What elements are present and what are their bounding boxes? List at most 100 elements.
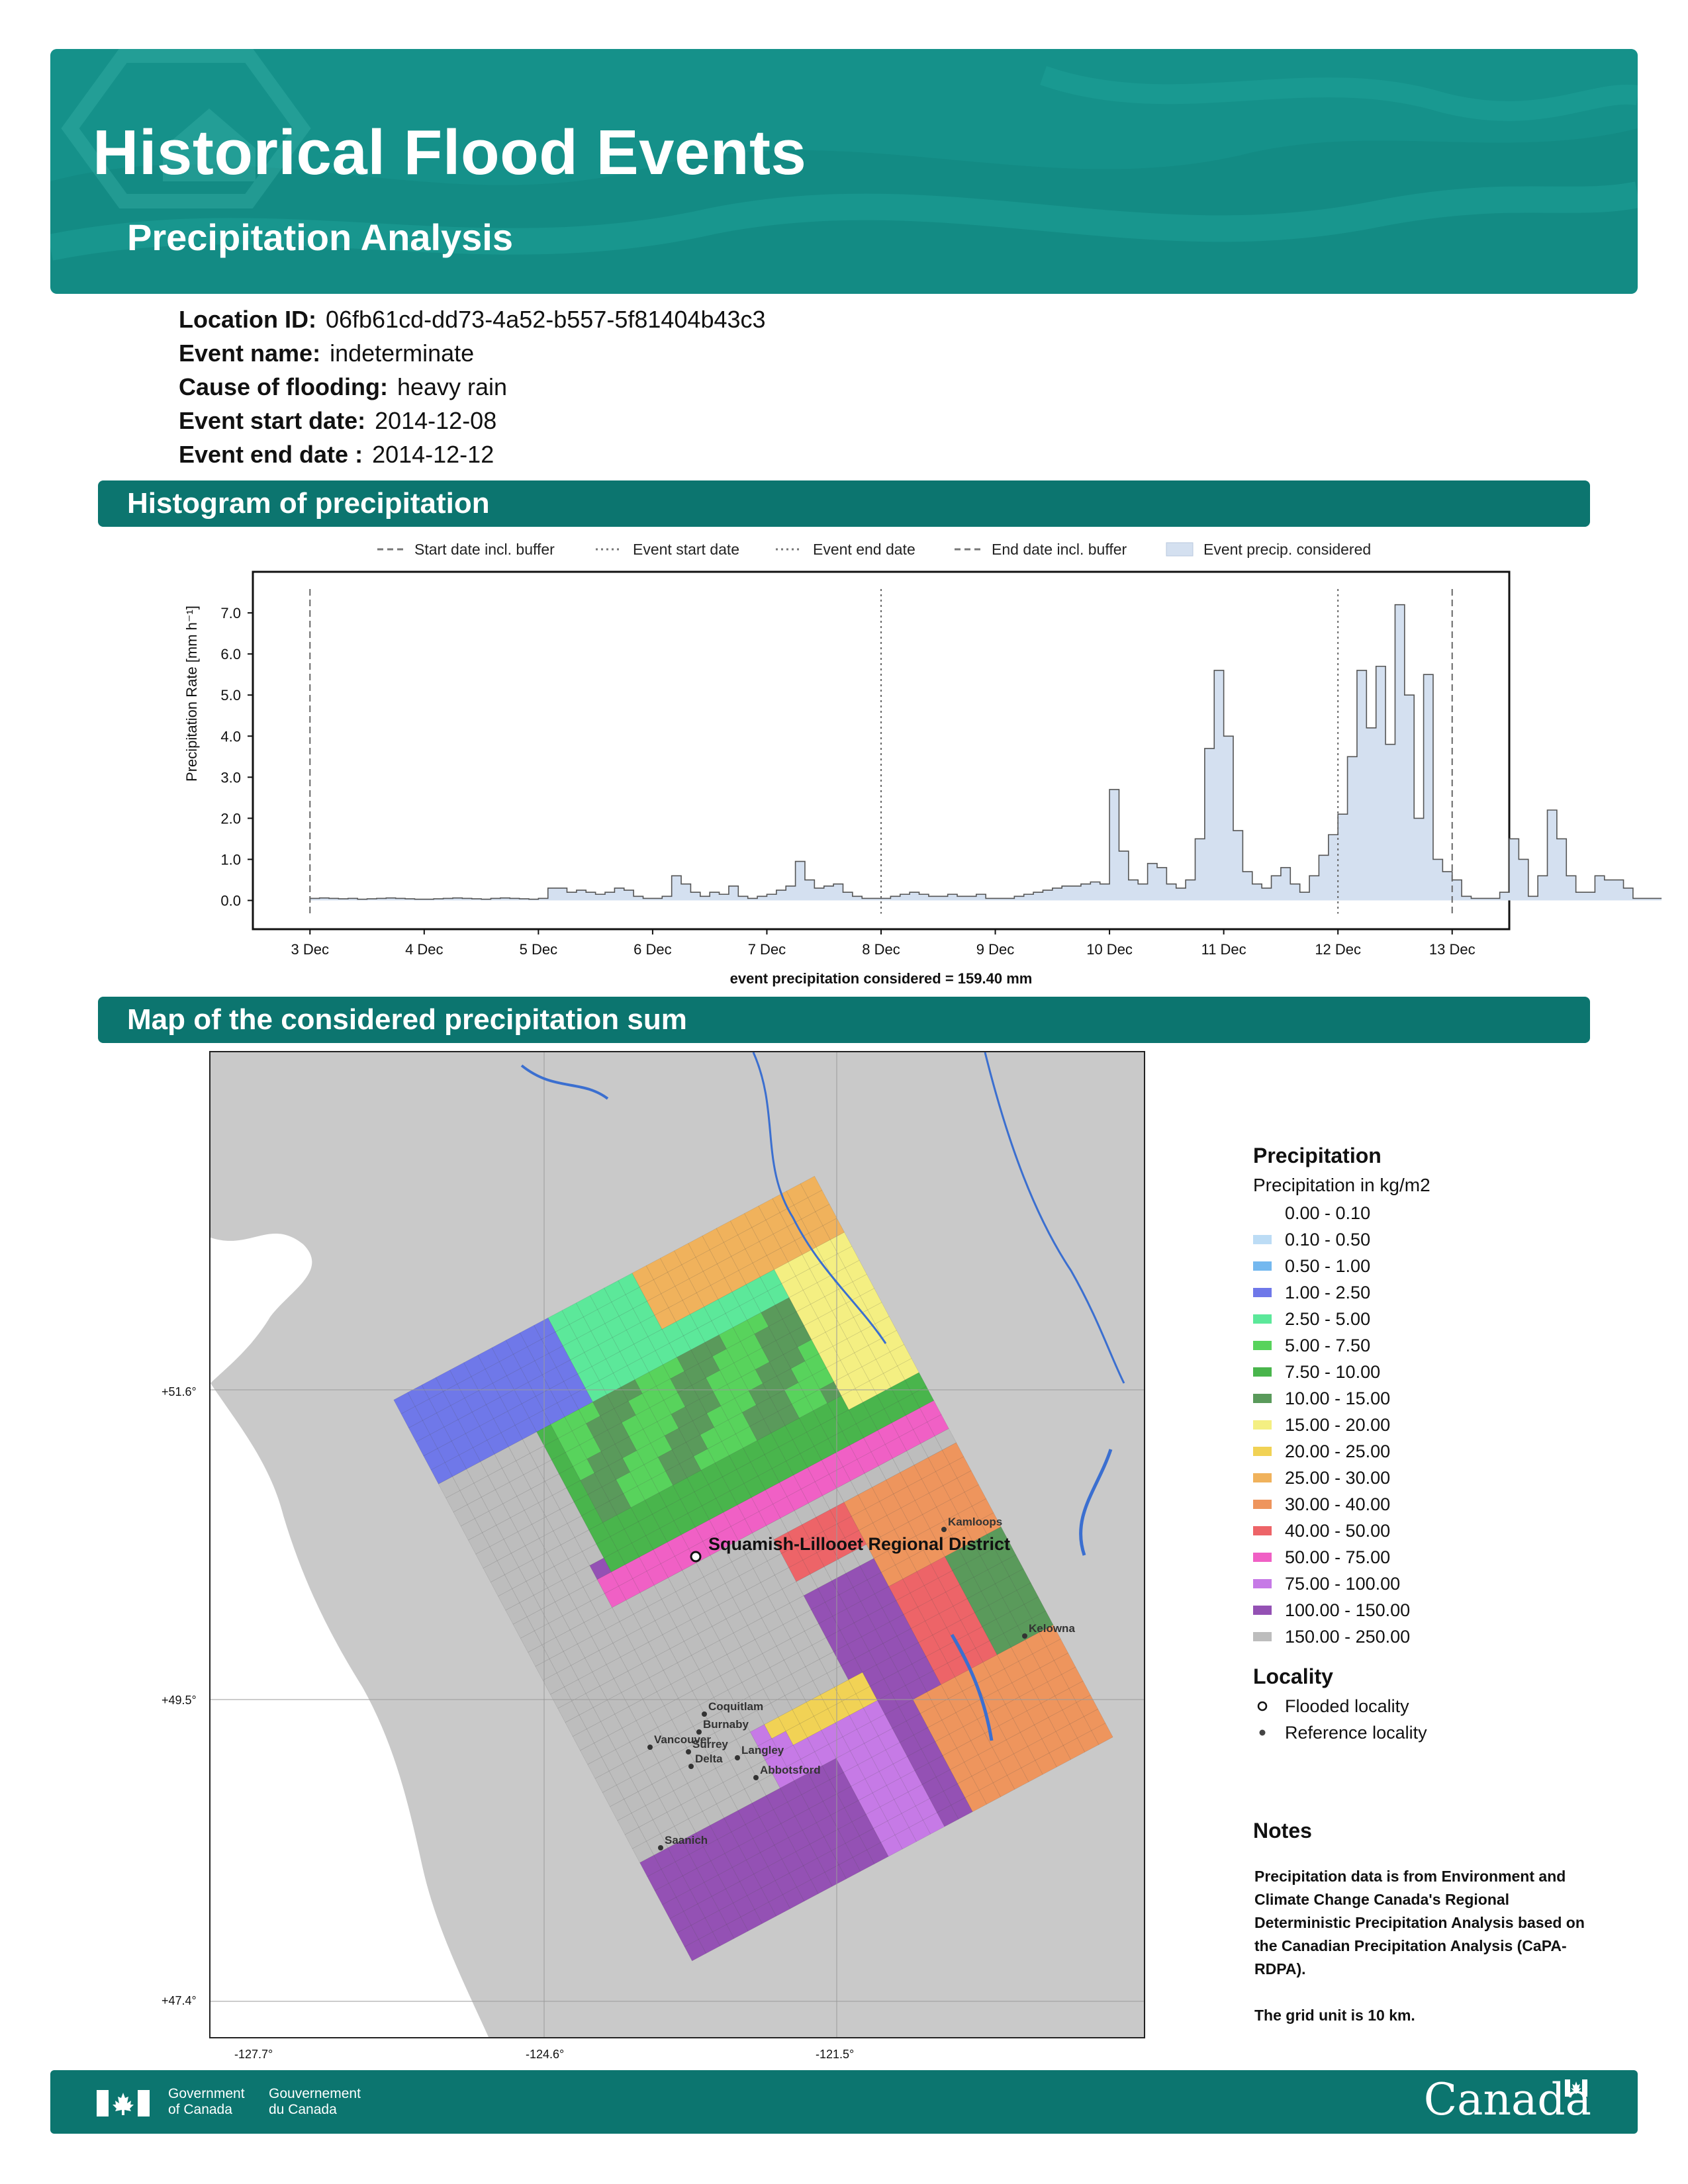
legend-label: End date incl. buffer — [992, 541, 1127, 558]
reference-locality-icon — [702, 1711, 707, 1717]
river-north — [752, 1052, 887, 1344]
reference-locality-marker[interactable]: Surrey — [686, 1738, 728, 1754]
legend-label: 75.00 - 100.00 — [1285, 1573, 1401, 1594]
legend-swatch — [1253, 1367, 1272, 1377]
legend-label: 20.00 - 25.00 — [1285, 1441, 1391, 1461]
histogram-section-title: Histogram of precipitation — [127, 487, 490, 520]
histogram-x-axis-label: event precipitation considered = 159.40 … — [730, 970, 1033, 987]
reference-locality-icon — [647, 1745, 653, 1750]
legend-title: Precipitation — [1253, 1144, 1382, 1167]
reference-locality-marker[interactable]: Kelowna — [1022, 1622, 1075, 1639]
reference-locality-name: Saanich — [665, 1834, 708, 1846]
legend-swatch — [1253, 1553, 1272, 1562]
start-date-row: Event start date: 2014-12-08 — [179, 407, 496, 435]
legend-entry: Event start date — [596, 541, 739, 558]
legend-swatch — [1253, 1314, 1272, 1324]
precip-step-line — [309, 604, 1662, 901]
end-date-label: Event end date : — [179, 441, 363, 468]
lon-label-mid: -124.6° — [526, 2048, 565, 2061]
reference-locality-marker[interactable]: Burnaby — [696, 1718, 749, 1735]
canada-wordmark: Canada — [1423, 2074, 1591, 2125]
legend-swatch — [1253, 1473, 1272, 1482]
reference-locality-name: Coquitlam — [708, 1700, 763, 1713]
legend-label: 7.50 - 10.00 — [1285, 1361, 1381, 1382]
y-tick-label: 2.0 — [220, 810, 241, 827]
start-date-label: Event start date: — [179, 407, 366, 434]
reference-locality-icon — [941, 1527, 947, 1532]
flooded-locality-icon — [690, 1551, 702, 1563]
notes-grid-unit: The grid unit is 10 km. — [1254, 2007, 1415, 2024]
legend-swatch — [1253, 1420, 1272, 1430]
legend-item: 100.00 - 150.00 — [1253, 1597, 1597, 1623]
y-tick-label: 6.0 — [220, 646, 241, 662]
reference-locality-icon — [753, 1775, 759, 1780]
reference-locality-icon — [1022, 1633, 1027, 1639]
legend-item: 5.00 - 7.50 — [1253, 1332, 1597, 1359]
legend-swatch — [1253, 1632, 1272, 1641]
legend-item: 10.00 - 15.00 — [1253, 1385, 1597, 1412]
legend-item: 25.00 - 30.00 — [1253, 1465, 1597, 1491]
y-tick-label: 5.0 — [220, 687, 241, 704]
event-name-row: Event name: indeterminate — [179, 340, 474, 367]
flooded-locality-marker[interactable]: Squamish-Lillooet Regional District — [690, 1534, 1010, 1563]
map-sea-west — [211, 1383, 489, 2037]
legend-swatch — [1253, 1447, 1272, 1456]
precipitation-histogram: Start date incl. buffer Event start date E… — [183, 541, 1662, 987]
reference-locality-marker[interactable]: Langley — [735, 1744, 784, 1760]
x-tick-label: 8 Dec — [862, 941, 900, 958]
legend-label: 40.00 - 50.00 — [1285, 1520, 1391, 1541]
lat-label-top: +51.6° — [162, 1385, 197, 1398]
reference-locality-name: Vancouver — [654, 1733, 711, 1746]
end-date-row: Event end date : 2014-12-12 — [179, 441, 494, 469]
reference-locality-marker[interactable]: Saanich — [658, 1834, 708, 1850]
event-name-value: indeterminate — [330, 340, 475, 367]
reference-locality-marker[interactable]: Abbotsford — [753, 1764, 821, 1780]
header-banner — [50, 49, 1638, 294]
legend-item: 7.50 - 10.00 — [1253, 1359, 1597, 1385]
reference-locality-marker[interactable]: Vancouver — [647, 1733, 711, 1750]
x-tick-label: 5 Dec — [520, 941, 557, 958]
map-sea-north — [211, 1233, 312, 1383]
reference-locality-icon — [686, 1749, 691, 1754]
legend-entry: Event end date — [776, 541, 915, 558]
legend-entry: Event precip. considered — [1166, 541, 1371, 558]
flooded-locality-icon — [1253, 1701, 1272, 1711]
reference-locality-name: Burnaby — [703, 1718, 749, 1731]
reference-locality-marker[interactable]: Kamloops — [941, 1516, 1002, 1532]
reference-locality-label: Reference locality — [1285, 1722, 1427, 1743]
page-title: Historical Flood Events — [93, 117, 807, 188]
flooded-locality-label: Flooded locality — [1285, 1696, 1409, 1716]
legend-swatch — [1253, 1526, 1272, 1535]
end-date-value: 2014-12-12 — [372, 441, 494, 468]
reference-locality-marker[interactable]: Delta — [688, 1752, 723, 1769]
reference-locality-name: Delta — [695, 1752, 723, 1765]
precip-grid — [393, 1175, 1113, 1962]
legend-item: 1.00 - 2.50 — [1253, 1279, 1597, 1306]
legend-swatch — [1253, 1606, 1272, 1615]
legend-label: 30.00 - 40.00 — [1285, 1494, 1391, 1514]
legend-item: 40.00 - 50.00 — [1253, 1518, 1597, 1544]
wordmark-flag-icon — [1565, 2079, 1587, 2097]
precipitation-map[interactable]: Squamish-Lillooet Regional District Kamlo… — [209, 1051, 1145, 2038]
legend-label: 15.00 - 20.00 — [1285, 1414, 1391, 1435]
reference-locality-marker[interactable]: Coquitlam — [702, 1700, 763, 1717]
legend-reference-locality: Reference locality — [1253, 1719, 1597, 1746]
map-localities: Squamish-Lillooet Regional District Kamlo… — [647, 1516, 1075, 1850]
legend-swatch — [1253, 1341, 1272, 1350]
reference-locality-name: Kamloops — [948, 1516, 1002, 1528]
event-name-label: Event name: — [179, 340, 321, 367]
x-tick-label: 10 Dec — [1086, 941, 1133, 958]
legend-label: Start date incl. buffer — [414, 541, 555, 558]
banner-wave-decoration — [50, 49, 1638, 261]
legend-subtitle: Precipitation in kg/m2 — [1253, 1175, 1430, 1195]
legend-label: 0.00 - 0.10 — [1285, 1203, 1371, 1223]
legend-label: 10.00 - 15.00 — [1285, 1388, 1391, 1408]
legend-item: 15.00 - 20.00 — [1253, 1412, 1597, 1438]
notes-title: Notes — [1253, 1819, 1312, 1843]
legend-swatch — [1253, 1394, 1272, 1403]
precip-area — [310, 604, 1662, 901]
reference-locality-name: Surrey — [692, 1738, 728, 1751]
legend-swatch — [1253, 1235, 1272, 1244]
lake-nw — [520, 1064, 609, 1100]
map-legend: Precipitation Precipitation in kg/m2 0.0… — [1253, 1144, 1597, 1746]
